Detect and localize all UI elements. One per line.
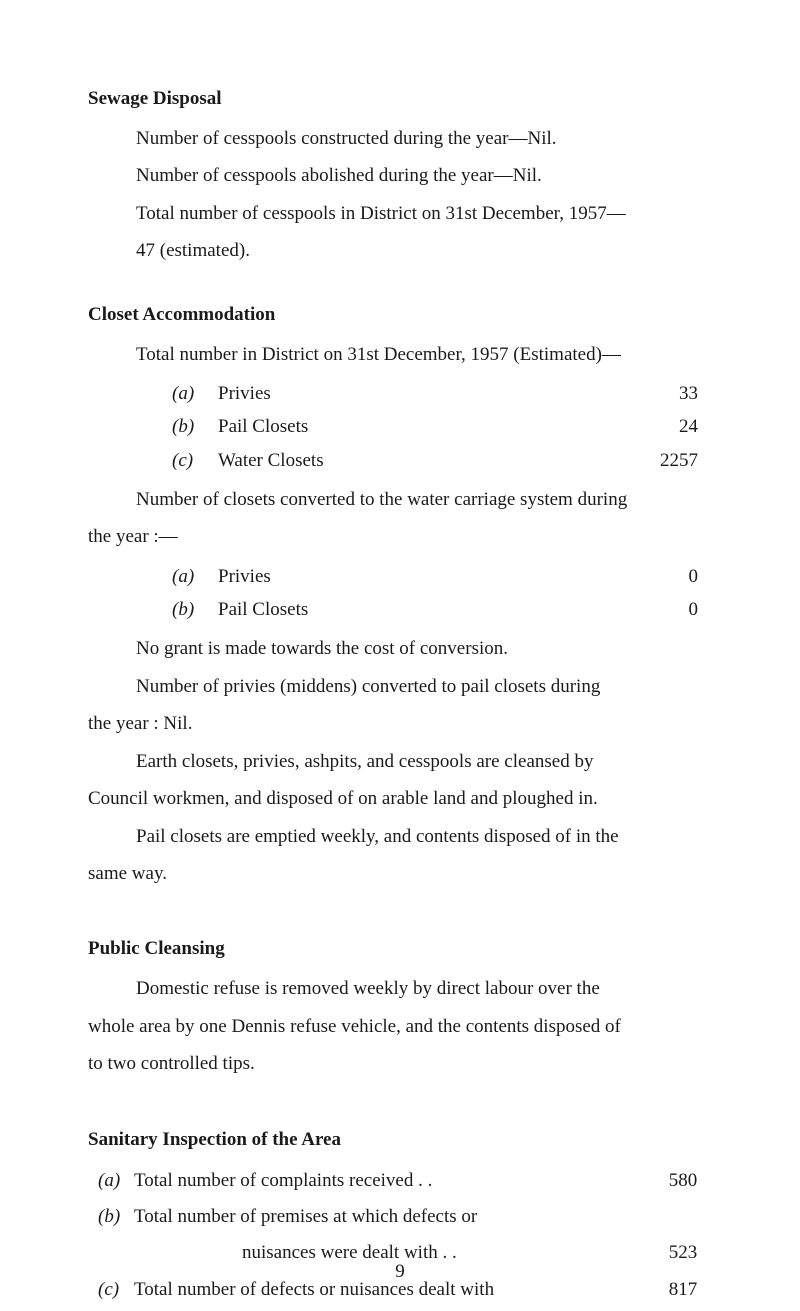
closet-middens2: the year : Nil. xyxy=(88,709,728,738)
item-value: 24 xyxy=(648,410,728,443)
closet-converted-intro1: Number of closets converted to the water… xyxy=(88,485,728,514)
item-marker: (b) xyxy=(172,410,218,443)
sanitary-list: (a)Total number of complaints received .… xyxy=(88,1165,728,1306)
sewage-section: Sewage Disposal Number of cesspools cons… xyxy=(88,88,728,266)
sewage-heading: Sewage Disposal xyxy=(88,88,728,110)
public-para1: Domestic refuse is removed weekly by dir… xyxy=(88,974,728,1003)
closet-pail2: same way. xyxy=(88,859,728,888)
sanitary-item: (a)Total number of complaints received .… xyxy=(88,1165,728,1197)
page-number: 9 xyxy=(0,1261,800,1283)
sewage-line3b: 47 (estimated). xyxy=(136,236,728,265)
closet-item: (a)Privies 33 xyxy=(172,377,728,410)
item-marker: (a) xyxy=(172,377,218,410)
sanitary-label: Total number of complaints received . . xyxy=(134,1165,638,1197)
closet-middens1: Number of privies (middens) converted to… xyxy=(88,672,728,701)
item-dots xyxy=(308,410,648,443)
closet-pail1: Pail closets are emptied weekly, and con… xyxy=(88,822,728,851)
item-marker: (a) xyxy=(172,560,218,593)
closet-list-2: (a)Privies 0 (b)Pail Closets 0 xyxy=(88,560,728,627)
closet-list-1: (a)Privies33(b)Pail Closets24(c)Water Cl… xyxy=(88,377,728,477)
closet-earth1: Earth closets, privies, ashpits, and ces… xyxy=(88,747,728,776)
item-label: Pail Closets xyxy=(218,593,308,626)
item-dots xyxy=(271,377,648,410)
closet-converted-intro2: the year :— xyxy=(88,522,728,551)
sanitary-label: Total number of premises at which defect… xyxy=(134,1201,638,1233)
sanitary-item: (b)Total number of premises at which def… xyxy=(88,1201,728,1233)
item-dots xyxy=(271,560,648,593)
sewage-line1: Number of cesspools constructed during t… xyxy=(88,124,728,153)
sewage-line2: Number of cesspools abolished during the… xyxy=(88,161,728,190)
item-dots xyxy=(308,593,648,626)
public-section: Public Cleansing Domestic refuse is remo… xyxy=(88,938,728,1078)
closet-earth2: Council workmen, and disposed of on arab… xyxy=(88,784,728,813)
sanitary-heading: Sanitary Inspection of the Area xyxy=(88,1129,728,1151)
item-label: Privies xyxy=(218,560,271,593)
closet-item: (a)Privies 0 xyxy=(172,560,728,593)
item-label: Pail Closets xyxy=(218,410,308,443)
sanitary-value: 580 xyxy=(638,1165,728,1197)
public-para3: to two controlled tips. xyxy=(88,1049,728,1078)
item-value: 2257 xyxy=(648,444,728,477)
sewage-line3a: Total number of cesspools in District on… xyxy=(88,199,728,228)
item-marker: (c) xyxy=(172,444,218,477)
closet-grant: No grant is made towards the cost of con… xyxy=(88,634,728,663)
closet-heading: Closet Accommodation xyxy=(88,304,728,326)
closet-intro: Total number in District on 31st Decembe… xyxy=(88,340,728,369)
item-label: Privies xyxy=(218,377,271,410)
sanitary-value xyxy=(638,1201,728,1233)
public-heading: Public Cleansing xyxy=(88,938,728,960)
item-value: 0 xyxy=(648,560,728,593)
item-value: 0 xyxy=(648,593,728,626)
item-value: 33 xyxy=(648,377,728,410)
item-dots xyxy=(324,444,648,477)
closet-item: (b)Pail Closets 24 xyxy=(172,410,728,443)
sanitary-marker: (a) xyxy=(88,1165,134,1197)
item-label: Water Closets xyxy=(218,444,324,477)
sanitary-marker: (b) xyxy=(88,1201,134,1233)
closet-section: Closet Accommodation Total number in Dis… xyxy=(88,304,728,889)
public-para2: whole area by one Dennis refuse vehicle,… xyxy=(88,1012,728,1041)
item-marker: (b) xyxy=(172,593,218,626)
closet-item: (c)Water Closets 2257 xyxy=(172,444,728,477)
closet-item: (b)Pail Closets 0 xyxy=(172,593,728,626)
